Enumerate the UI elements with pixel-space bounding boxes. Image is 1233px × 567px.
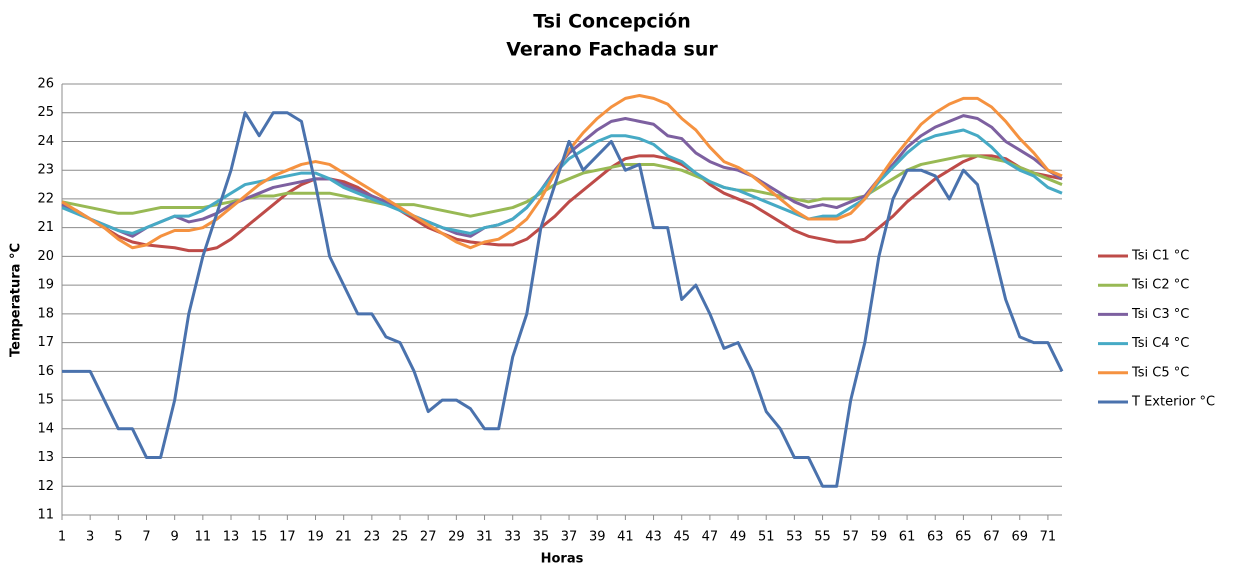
x-tick-label: 57 xyxy=(842,530,859,545)
x-tick-label: 47 xyxy=(702,530,719,545)
x-tick-label: 71 xyxy=(1040,530,1057,545)
x-tick-label: 5 xyxy=(114,530,122,545)
y-tick-label: 11 xyxy=(37,508,54,523)
y-tick-label: 12 xyxy=(37,479,54,494)
x-tick-label: 33 xyxy=(504,530,521,545)
x-tick-label: 3 xyxy=(86,530,94,545)
x-tick-label: 67 xyxy=(983,530,1000,545)
y-tick-label: 14 xyxy=(37,421,54,436)
x-tick-label: 11 xyxy=(195,530,212,545)
line-series xyxy=(61,154,1063,253)
x-tick-label: 43 xyxy=(645,530,662,545)
legend-label: Tsi C4 °C xyxy=(1131,336,1189,351)
x-tick-label: 23 xyxy=(364,530,381,545)
y-tick-label: 21 xyxy=(37,220,54,235)
x-tick-label: 21 xyxy=(335,530,352,545)
y-tick-label: 13 xyxy=(37,450,54,465)
legend-label: Tsi C3 °C xyxy=(1131,307,1189,322)
x-tick-label: 69 xyxy=(1011,530,1028,545)
x-tick-label: 1 xyxy=(58,530,66,545)
x-tick-label: 17 xyxy=(279,530,296,545)
y-axis-title: Temperatura °C xyxy=(9,243,24,357)
y-tick-label: 15 xyxy=(37,393,54,408)
line-series xyxy=(62,111,1064,488)
legend-label: Tsi C1 °C xyxy=(1131,249,1189,264)
y-tick-label: 18 xyxy=(37,306,54,321)
x-axis-title: Horas xyxy=(541,552,584,567)
legend-label: Tsi C5 °C xyxy=(1131,365,1189,380)
x-tick-label: 39 xyxy=(589,530,606,545)
y-tick-label: 22 xyxy=(37,191,54,206)
x-tick-label: 7 xyxy=(142,530,150,545)
y-tick-label: 24 xyxy=(37,134,54,149)
x-tick-label: 61 xyxy=(899,530,916,545)
x-tick-label: 13 xyxy=(223,530,240,545)
y-tick-label: 17 xyxy=(37,335,54,350)
x-tick-label: 63 xyxy=(927,530,944,545)
x-tick-label: 29 xyxy=(448,530,465,545)
y-tick-label: 20 xyxy=(37,249,54,264)
x-tick-label: 25 xyxy=(392,530,409,545)
x-tick-label: 35 xyxy=(533,530,550,545)
chart-title: Tsi Concepción xyxy=(533,11,691,33)
y-tick-label: 19 xyxy=(37,278,54,293)
x-tick-label: 53 xyxy=(786,530,803,545)
x-tick-label: 37 xyxy=(561,530,578,545)
x-tick-label: 9 xyxy=(171,530,179,545)
x-tick-label: 55 xyxy=(814,530,831,545)
y-tick-label: 16 xyxy=(37,364,54,379)
x-tick-label: 59 xyxy=(871,530,888,545)
x-tick-label: 15 xyxy=(251,530,268,545)
line-series xyxy=(61,154,1063,218)
x-tick-label: 49 xyxy=(730,530,747,545)
legend-label: T Exterior °C xyxy=(1131,395,1215,410)
x-tick-label: 27 xyxy=(420,530,437,545)
x-tick-label: 65 xyxy=(955,530,972,545)
y-tick-label: 26 xyxy=(37,77,54,92)
x-tick-label: 51 xyxy=(758,530,775,545)
x-tick-label: 45 xyxy=(673,530,690,545)
y-tick-label: 23 xyxy=(37,163,54,178)
x-tick-label: 19 xyxy=(307,530,324,545)
chart-subtitle: Verano Fachada sur xyxy=(506,39,718,61)
y-tick-label: 25 xyxy=(37,105,54,120)
legend-label: Tsi C2 °C xyxy=(1131,278,1189,293)
x-tick-label: 31 xyxy=(476,530,493,545)
x-tick-label: 41 xyxy=(617,530,634,545)
